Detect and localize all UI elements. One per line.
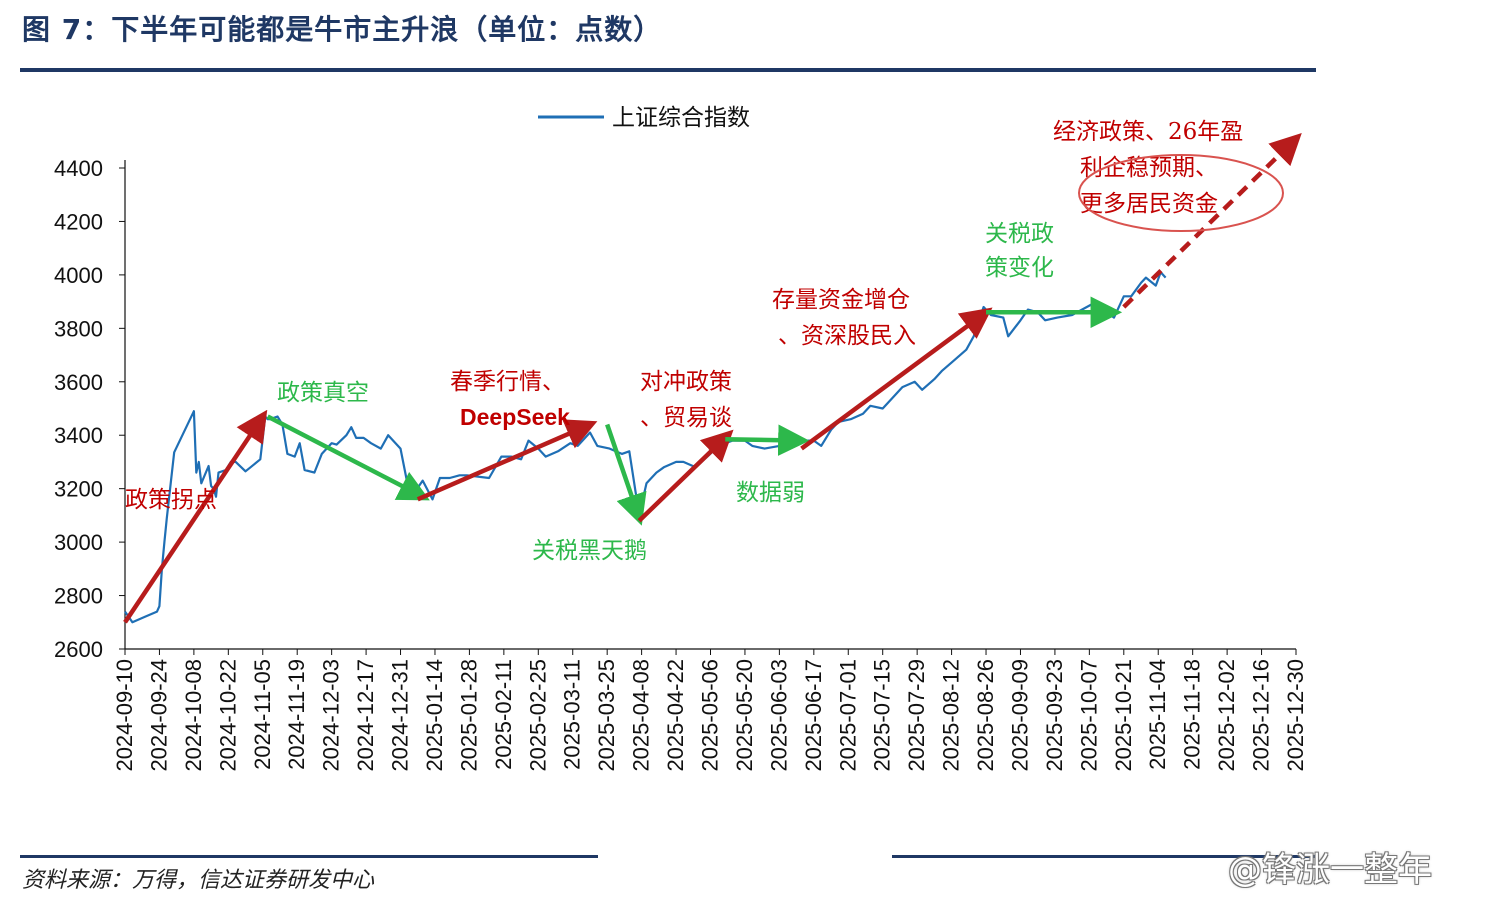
x-tick-label: 2025-07-15 bbox=[870, 659, 895, 772]
x-tick-label: 2025-01-14 bbox=[422, 659, 447, 772]
x-tick-label: 2025-09-09 bbox=[1007, 659, 1032, 772]
x-tick-label: 2025-06-03 bbox=[766, 659, 791, 772]
annotation-label-trend7: 、资深股民入 bbox=[778, 323, 916, 349]
x-tick-label: 2025-07-01 bbox=[835, 659, 860, 772]
legend-label: 上证综合指数 bbox=[612, 105, 750, 131]
x-tick-label: 2024-10-08 bbox=[181, 659, 206, 772]
annotation-label-trend9: 经济政策、26年盈 bbox=[1053, 119, 1243, 145]
y-tick-label: 4000 bbox=[54, 263, 103, 288]
x-tick-label: 2025-08-26 bbox=[973, 659, 998, 772]
x-tick-label: 2025-06-17 bbox=[801, 659, 826, 772]
y-tick-label: 3800 bbox=[54, 316, 103, 341]
x-tick-label: 2025-02-25 bbox=[525, 659, 550, 772]
annotation-label-trend2: 政策真空 bbox=[277, 380, 369, 406]
annotation-label-trend4: 关税黑天鹅 bbox=[532, 538, 647, 564]
y-tick-label: 3400 bbox=[54, 423, 103, 448]
annotation-label-trend7: 存量资金增仓 bbox=[772, 287, 910, 313]
trend-arrow-trend9 bbox=[1122, 132, 1302, 309]
annotation-label-trend1: 政策拐点 bbox=[125, 487, 217, 513]
x-tick-label: 2025-12-16 bbox=[1249, 659, 1274, 772]
x-tick-label: 2025-10-21 bbox=[1111, 659, 1136, 772]
x-tick-label: 2025-11-18 bbox=[1180, 659, 1205, 770]
x-tick-label: 2024-10-22 bbox=[215, 659, 240, 772]
x-tick-label: 2025-11-04 bbox=[1145, 659, 1170, 770]
trend-arrow-trend2 bbox=[266, 414, 430, 501]
trend-arrow-trend6 bbox=[725, 424, 810, 456]
x-tick-label: 2025-08-12 bbox=[939, 659, 964, 772]
x-tick-label: 2025-05-06 bbox=[698, 659, 723, 772]
y-tick-label: 4200 bbox=[54, 209, 103, 234]
x-tick-label: 2025-09-23 bbox=[1042, 659, 1067, 772]
y-tick-label: 2600 bbox=[54, 637, 103, 662]
y-tick-label: 3000 bbox=[54, 530, 103, 555]
y-tick-label: 4400 bbox=[54, 156, 103, 181]
x-tick-label: 2025-03-25 bbox=[594, 659, 619, 772]
title-rule bbox=[20, 68, 1316, 72]
source-rule-left bbox=[20, 855, 598, 858]
annotation-label-trend8: 策变化 bbox=[985, 255, 1054, 281]
source-rule-right bbox=[892, 855, 1316, 858]
x-tick-label: 2025-01-28 bbox=[456, 659, 481, 772]
y-tick-label: 3600 bbox=[54, 370, 103, 395]
trend-arrow-trend1 bbox=[123, 409, 268, 624]
trend-arrow-trend7 bbox=[800, 307, 993, 451]
x-tick-label: 2025-12-30 bbox=[1283, 659, 1308, 772]
annotation-label-trend6: 数据弱 bbox=[736, 480, 805, 506]
y-tick-label: 3200 bbox=[54, 477, 103, 502]
x-tick-label: 2024-11-05 bbox=[250, 659, 275, 770]
annotation-label-trend9: 利企稳预期、 bbox=[1080, 155, 1218, 181]
annotation-label-trend5: 、贸易谈 bbox=[640, 405, 732, 431]
annotation-label-trend8: 关税政 bbox=[985, 221, 1054, 247]
x-tick-label: 2024-11-19 bbox=[284, 659, 309, 770]
series-line-shanghai-composite bbox=[124, 271, 1167, 624]
highlight-ellipse bbox=[1078, 154, 1284, 232]
watermark: @锋涨一整年 bbox=[1228, 850, 1432, 890]
trend-arrow-trend4 bbox=[605, 423, 647, 526]
y-tick-label: 2800 bbox=[54, 584, 103, 609]
trend-arrow-trend3 bbox=[416, 419, 598, 502]
source-note: 资料来源：万得，信达证券研发中心 bbox=[22, 868, 375, 893]
x-tick-label: 2025-05-20 bbox=[732, 659, 757, 772]
x-tick-label: 2025-04-22 bbox=[663, 659, 688, 772]
x-tick-label: 2025-02-11 bbox=[491, 659, 516, 770]
x-tick-label: 2024-09-10 bbox=[112, 659, 137, 772]
x-tick-label: 2024-09-24 bbox=[146, 659, 171, 772]
figure-title: 图 7：下半年可能都是牛市主升浪（单位：点数） bbox=[22, 13, 663, 46]
x-tick-label: 2025-07-29 bbox=[904, 659, 929, 772]
annotation-label-trend5: 对冲政策 bbox=[640, 369, 732, 395]
x-tick-label: 2024-12-03 bbox=[319, 659, 344, 772]
x-tick-label: 2024-12-17 bbox=[353, 659, 378, 772]
x-tick-label: 2025-04-08 bbox=[629, 659, 654, 772]
annotation-label-trend9: 更多居民资金 bbox=[1080, 191, 1218, 217]
annotation-label-trend3: 春季行情、 bbox=[450, 369, 565, 395]
annotation-label-trend3: DeepSeek bbox=[460, 404, 570, 430]
x-tick-label: 2024-12-31 bbox=[388, 659, 413, 772]
x-tick-label: 2025-10-07 bbox=[1076, 659, 1101, 772]
x-tick-label: 2025-03-11 bbox=[560, 659, 585, 770]
trend-arrow-trend5 bbox=[637, 429, 734, 523]
x-tick-label: 2025-12-02 bbox=[1214, 659, 1239, 772]
